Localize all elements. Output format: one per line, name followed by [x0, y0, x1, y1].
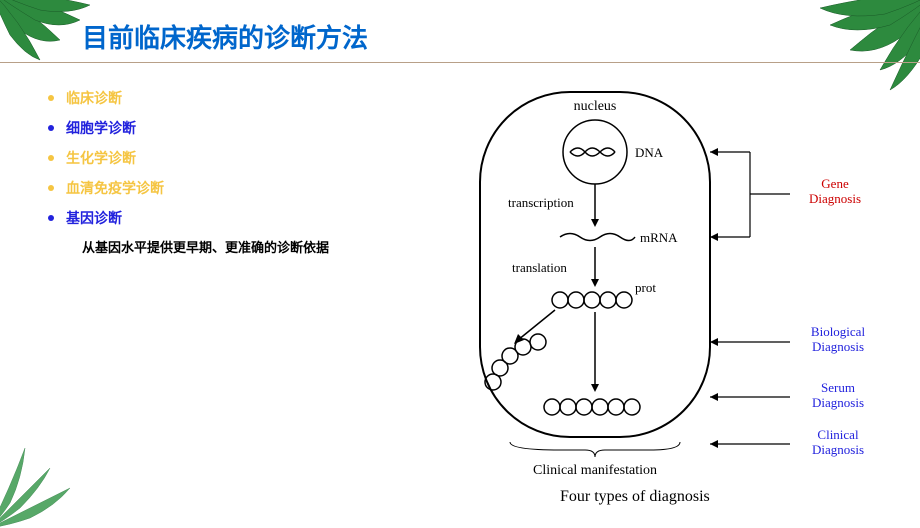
list-item: 生化学诊断 [48, 148, 408, 168]
bullet-text: 生化学诊断 [66, 148, 136, 168]
label-biological-diagnosis: BiologicalDiagnosis [811, 324, 866, 354]
list-item: 临床诊断 [48, 88, 408, 108]
label-translation: translation [512, 260, 567, 275]
bullet-dot [48, 95, 54, 101]
label-prot: prot [635, 280, 656, 295]
label-dna: DNA [635, 145, 664, 160]
label-serum-diagnosis: SerumDiagnosis [812, 380, 864, 410]
title-divider [0, 62, 920, 63]
cell-diagram: nucleus DNA transcription mRNA translati… [440, 72, 900, 512]
slide: 目前临床疾病的诊断方法 临床诊断 细胞学诊断 生化学诊断 血清免疫学诊断 基因诊… [0, 0, 920, 518]
palm-leaf-bottom-left [0, 428, 110, 528]
bullet-text: 血清免疫学诊断 [66, 178, 164, 198]
bullet-text: 细胞学诊断 [66, 118, 136, 138]
diagram-caption: Four types of diagnosis [560, 488, 710, 506]
sub-text: 从基因水平提供更早期、更准确的诊断依据 [82, 238, 408, 259]
label-clinical-diagnosis: ClinicalDiagnosis [812, 427, 864, 457]
list-item: 血清免疫学诊断 [48, 178, 408, 198]
label-transcription: transcription [508, 195, 574, 210]
bullet-list: 临床诊断 细胞学诊断 生化学诊断 血清免疫学诊断 基因诊断 从基因水平提供更早期… [48, 88, 408, 259]
label-clinical-manifestation: Clinical manifestation [533, 463, 657, 478]
label-nucleus: nucleus [574, 99, 617, 114]
list-item: 基因诊断 [48, 208, 408, 228]
bullet-text: 基因诊断 [66, 208, 122, 228]
bullet-text: 临床诊断 [66, 88, 122, 108]
label-mrna: mRNA [640, 230, 678, 245]
bullet-dot [48, 185, 54, 191]
bullet-dot [48, 155, 54, 161]
slide-title: 目前临床疾病的诊断方法 [82, 18, 368, 55]
bullet-dot [48, 215, 54, 221]
bullet-dot [48, 125, 54, 131]
list-item: 细胞学诊断 [48, 118, 408, 138]
label-gene-diagnosis: GeneDiagnosis [809, 176, 861, 206]
